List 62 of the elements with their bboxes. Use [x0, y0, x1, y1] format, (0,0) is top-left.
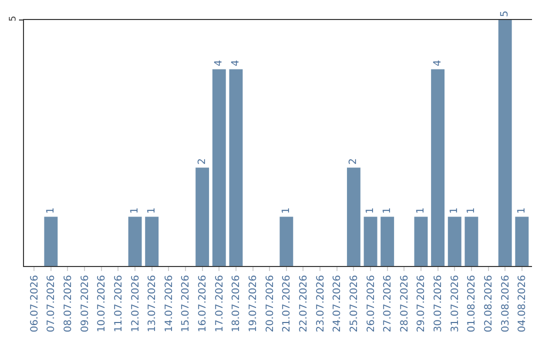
- x-tick-label: 17.07.2026: [214, 275, 226, 332]
- data-label: 1: [130, 207, 141, 214]
- x-tick-label: 22.07.2026: [298, 275, 310, 332]
- data-label: 1: [45, 207, 56, 214]
- x-tick-label: 28.07.2026: [399, 275, 410, 332]
- x-tick-label: 30.07.2026: [433, 275, 444, 332]
- data-label: 2: [348, 158, 360, 165]
- x-tick-label: 04.08.2026: [517, 275, 528, 332]
- x-tick-label: 21.07.2026: [282, 275, 293, 332]
- x-tick-label: 26.07.2026: [366, 275, 377, 332]
- data-label: 4: [230, 60, 242, 66]
- bar: [280, 216, 294, 266]
- data-label: 1: [365, 207, 376, 214]
- data-label: 1: [280, 207, 292, 214]
- bar: [431, 69, 445, 266]
- x-tick-label: 27.07.2026: [382, 275, 394, 332]
- x-tick-label: 15.07.2026: [180, 275, 192, 332]
- data-label: 1: [415, 207, 426, 214]
- x-tick-label: 19.07.2026: [248, 275, 260, 332]
- bar: [380, 216, 394, 266]
- x-tick-label: 02.08.2026: [484, 275, 495, 332]
- bar: [128, 216, 142, 266]
- bar: [145, 216, 159, 266]
- x-tick-label: 24.07.2026: [332, 275, 344, 332]
- bar: [44, 216, 58, 266]
- bar: [414, 216, 428, 266]
- x-tick-label: 09.07.2026: [80, 275, 91, 332]
- bar: [464, 216, 478, 266]
- x-tick-label: 11.07.2026: [113, 275, 124, 332]
- x-tick-label: 18.07.2026: [231, 275, 242, 332]
- bar: [196, 168, 210, 266]
- data-label: 1: [146, 207, 158, 214]
- x-tick-label: 14.07.2026: [164, 275, 175, 332]
- x-tick-label: 03.08.2026: [500, 275, 512, 332]
- bar: [448, 216, 462, 266]
- x-tick-label: 12.07.2026: [130, 275, 142, 332]
- x-tick-label: 06.07.2026: [29, 275, 40, 332]
- x-tick-label: 16.07.2026: [198, 275, 209, 332]
- x-tick-label: 07.07.2026: [46, 275, 58, 332]
- data-label: 4: [432, 60, 444, 66]
- data-label: 1: [466, 207, 477, 214]
- bar: [212, 69, 226, 266]
- data-label: 1: [449, 207, 460, 214]
- x-tick-label: 23.07.2026: [315, 275, 326, 332]
- bar: [346, 168, 360, 266]
- data-label: 1: [382, 207, 393, 214]
- x-tick-label: 01.08.2026: [466, 275, 478, 332]
- data-label: 4: [214, 60, 225, 66]
- bar: [364, 216, 378, 266]
- bar: [498, 20, 512, 266]
- x-tick-label: 10.07.2026: [96, 275, 108, 332]
- data-label: 1: [516, 207, 528, 214]
- x-tick-label: 29.07.2026: [416, 275, 428, 332]
- bar: [229, 69, 243, 266]
- x-tick-label: 20.07.2026: [264, 275, 276, 332]
- x-tick-label: 31.07.2026: [450, 275, 461, 332]
- x-tick-label: 25.07.2026: [348, 275, 360, 332]
- x-tick-label: 13.07.2026: [147, 275, 158, 332]
- data-label: 2: [196, 158, 208, 165]
- bar: [515, 216, 529, 266]
- data-label: 5: [500, 10, 511, 17]
- x-tick-label: 08.07.2026: [62, 275, 74, 332]
